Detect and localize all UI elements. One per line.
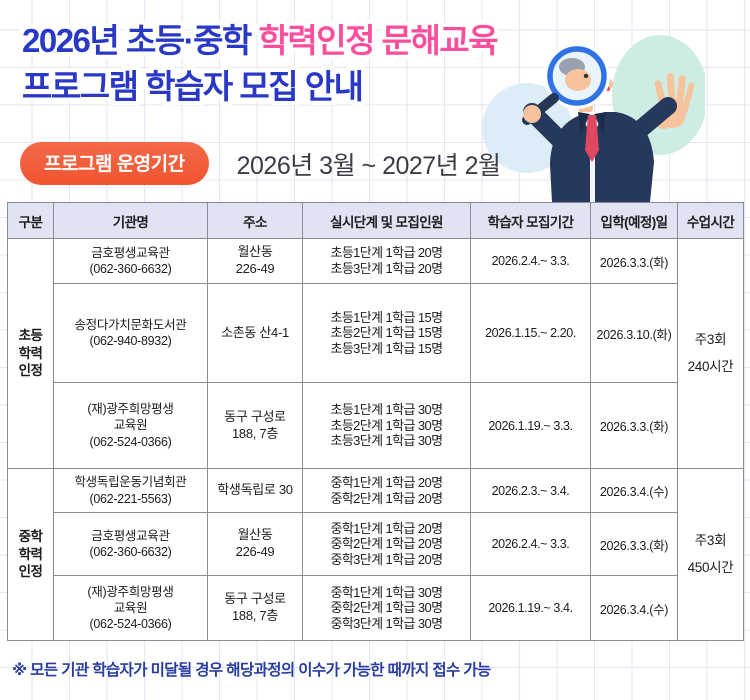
title-part-blue: 2026년 초등·중학 [22,22,259,59]
header-cell-entry: 입학(예정)일 [590,202,678,239]
holding-hand [523,105,541,123]
org-cell: 금호평생교육관 (062-360-6632) [53,512,208,576]
illustration-svg [482,35,708,202]
program-period-badge: 프로그램 운영기간 [20,142,209,185]
stages-cell: 초등1단계 1학급 15명 초등2단계 1학급 15명 초등3단계 1학급 15… [302,283,471,383]
stages-cell: 중학1단계 1학급 20명 중학2단계 1학급 20명 [302,468,471,513]
period-cell: 2026.1.19.~ 3.3. [470,382,591,469]
eye-in-lens [583,73,589,79]
period-cell: 2026.1.15.~ 2.20. [470,283,591,383]
period-cell: 2026.1.19.~ 3.4. [470,575,591,641]
period-cell: 2026.2.4.~ 3.3. [470,238,591,284]
org-cell: (재)광주희망평생 교육원 (062-524-0366) [53,382,208,469]
table-row: 초등 학력 인정 금호평생교육관 (062-360-6632) 월산동 226-… [7,238,744,469]
period-cell: 2026.2.3.~ 3.4. [470,468,591,513]
entry-date-cell: 2026.3.3.(화) [590,238,678,284]
org-cell: (재)광주희망평생 교육원 (062-524-0366) [53,575,208,641]
address-cell: 동구 구성로 188, 7층 [207,575,303,641]
program-period-row: 프로그램 운영기간 2026년 3월 ~ 2027년 2월 [20,142,501,185]
address-cell: 동구 구성로 188, 7층 [207,382,303,469]
page-title: 2026년 초등·중학 학력인정 문해교육 프로그램 학습자 모집 안내 [22,18,499,110]
table-row: 금호평생교육관 (062-360-6632) 월산동 226-49 중학1단계 … [8,512,744,576]
org-cell: 금호평생교육관 (062-360-6632) [53,238,208,284]
jacket-gap [590,134,595,202]
hours-cell-elementary: 주3회 240시간 [677,238,744,469]
title-line-2: 프로그램 학습자 모집 안내 [22,68,364,105]
address-cell: 월산동 226-49 [207,512,303,576]
suit-torso [550,112,654,202]
entry-date-cell: 2026.3.10.(화) [590,283,678,383]
header-cell-address: 주소 [207,202,303,239]
address-cell: 학생독립로 30 [207,468,303,513]
period-cell: 2026.2.4.~ 3.3. [470,512,591,576]
header-cell-period: 학습자 모집기간 [470,202,591,239]
header-cell-stages: 실시단계 및 모집인원 [302,202,471,239]
table-row: 송정다가치문화도서관 (062-940-8932) 소촌동 산4-1 초등1단계… [8,283,744,383]
header-cell-org: 기관명 [53,202,208,239]
table-row: (재)광주희망평생 교육원 (062-524-0366) 동구 구성로 188,… [8,382,744,469]
entry-date-cell: 2026.3.3.(화) [590,512,678,576]
footer-note: ※ 모든 기관 학습자가 미달될 경우 해당과정의 이수가 가능한 때까지 접수… [12,662,491,679]
stages-cell: 중학1단계 1학급 30명 중학2단계 1학급 30명 중학3단계 1학급 30… [302,575,471,641]
table-row: 중학 학력 인정 학생독립운동기념회관 (062-221-5563) 학생독립로… [7,468,744,641]
face-in-lens [565,69,591,91]
category-cell-elementary: 초등 학력 인정 [7,238,54,469]
right-lapel [594,112,606,134]
org-cell: 학생독립운동기념회관 (062-221-5563) [53,468,208,513]
header-cell-category: 구분 [7,202,54,239]
entry-date-cell: 2026.3.4.(수) [590,468,678,513]
stages-cell: 중학1단계 1학급 20명 중학2단계 1학급 20명 중학3단계 1학급 20… [302,512,471,576]
hours-cell-middle: 주3회 450시간 [677,468,744,641]
program-period-value: 2026년 3월 ~ 2027년 2월 [236,151,501,180]
stages-cell: 초등1단계 1학급 20명 초등3단계 1학급 20명 [302,238,471,284]
table-header-row: 구분 기관명 주소 실시단계 및 모집인원 학습자 모집기간 입학(예정)일 수… [7,202,744,239]
category-cell-middle: 중학 학력 인정 [7,468,54,641]
stages-cell: 초등1단계 1학급 30명 초등2단계 1학급 30명 초등3단계 1학급 30… [302,382,471,469]
address-cell: 소촌동 산4-1 [207,283,303,383]
man-with-magnifying-glass-illustration [480,10,708,202]
left-lapel [578,112,590,134]
entry-date-cell: 2026.3.4.(수) [590,575,678,641]
entry-date-cell: 2026.3.3.(화) [590,382,678,469]
title-part-pink: 학력인정 문해교육 [258,22,499,59]
table-row: (재)광주희망평생 교육원 (062-524-0366) 동구 구성로 188,… [8,575,744,641]
address-cell: 월산동 226-49 [207,238,303,284]
org-cell: 송정다가치문화도서관 (062-940-8932) [53,283,208,383]
recruitment-table: 구분 기관명 주소 실시단계 및 모집인원 학습자 모집기간 입학(예정)일 수… [7,202,744,641]
tie [585,115,599,162]
header-cell-hours: 수업시간 [677,202,744,239]
title-line-1: 2026년 초등·중학 학력인정 문해교육 [22,18,499,64]
